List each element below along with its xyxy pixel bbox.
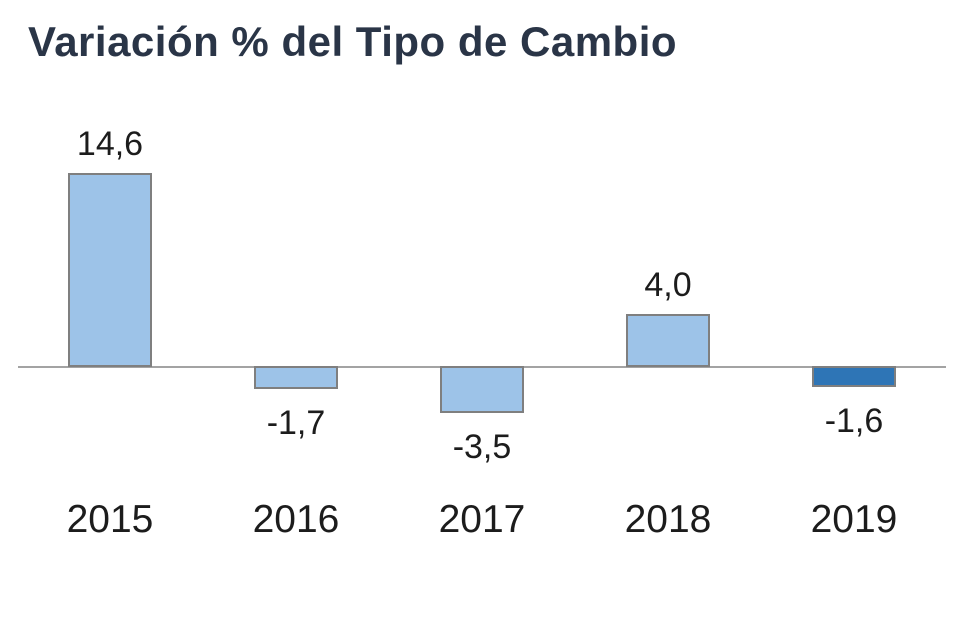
category-label-2017: 2017 [438,498,526,541]
category-label-2018: 2018 [624,498,712,541]
value-label-2019: -1,6 [824,402,884,440]
value-label-2018: 4,0 [644,266,692,304]
bar-2019 [812,366,896,387]
value-label-2015: 14,6 [76,125,144,163]
category-label-2016: 2016 [252,498,340,541]
value-label-2017: -3,5 [452,428,512,466]
value-label-2016: -1,7 [266,404,326,442]
category-label-2019: 2019 [810,498,898,541]
bar-2015 [68,173,152,367]
bar-2016 [254,366,338,389]
category-label-2015: 2015 [66,498,154,541]
bar-2018 [626,314,710,367]
chart-title: Variación % del Tipo de Cambio [28,18,678,65]
bar-2017 [440,366,524,413]
